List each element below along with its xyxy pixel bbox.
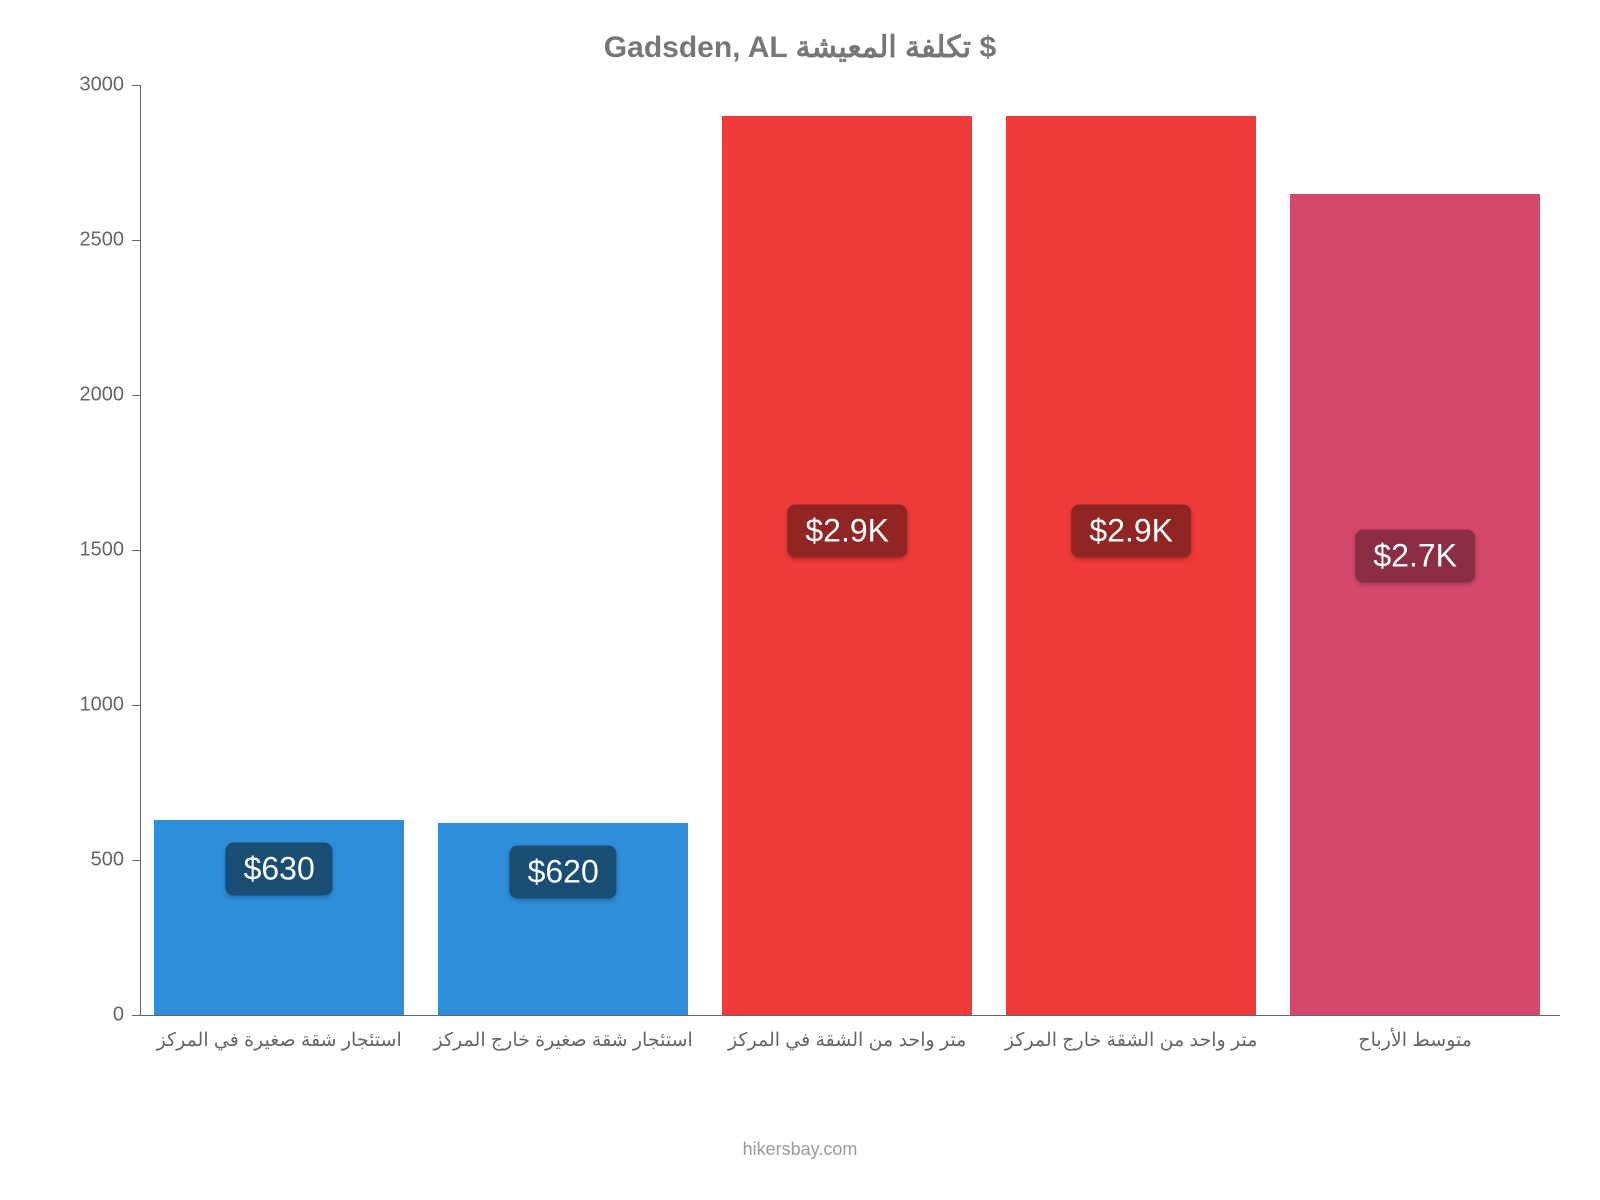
x-tick-label: متوسط الأرباح (1358, 1015, 1472, 1052)
x-tick-label: استئجار شقة صغيرة خارج المركز (434, 1015, 693, 1052)
bar-value-badge: $2.9K (787, 505, 907, 558)
x-tick-label: استئجار شقة صغيرة في المركز (157, 1015, 402, 1052)
y-tick-mark (132, 860, 140, 861)
x-tick-label: متر واحد من الشقة خارج المركز (1005, 1015, 1257, 1052)
y-tick-label: 1000 (44, 694, 124, 717)
bar-value-badge: $2.7K (1355, 530, 1475, 583)
y-tick-mark (132, 705, 140, 706)
y-tick-label: 3000 (44, 74, 124, 97)
y-axis (140, 85, 141, 1015)
chart-footer: hikersbay.com (0, 1139, 1600, 1160)
cost-of-living-chart: Gadsden, AL تكلفة المعيشة $ 050010001500… (0, 0, 1600, 1200)
bar-value-badge: $620 (510, 846, 617, 899)
bar (1290, 194, 1540, 1016)
y-tick-mark (132, 1015, 140, 1016)
y-tick-label: 2000 (44, 384, 124, 407)
bar-value-badge: $630 (226, 843, 333, 896)
y-tick-mark (132, 550, 140, 551)
bar (1006, 116, 1256, 1015)
x-tick-label: متر واحد من الشقة في المركز (728, 1015, 966, 1052)
y-tick-label: 1500 (44, 539, 124, 562)
y-tick-label: 0 (44, 1004, 124, 1027)
plot-area: 050010001500200025003000$630استئجار شقة … (140, 85, 1560, 1015)
chart-title: Gadsden, AL تكلفة المعيشة $ (40, 30, 1560, 65)
bar-value-badge: $2.9K (1071, 505, 1191, 558)
y-tick-label: 500 (44, 849, 124, 872)
y-tick-mark (132, 85, 140, 86)
bar (722, 116, 972, 1015)
y-tick-mark (132, 240, 140, 241)
y-tick-label: 2500 (44, 229, 124, 252)
y-tick-mark (132, 395, 140, 396)
